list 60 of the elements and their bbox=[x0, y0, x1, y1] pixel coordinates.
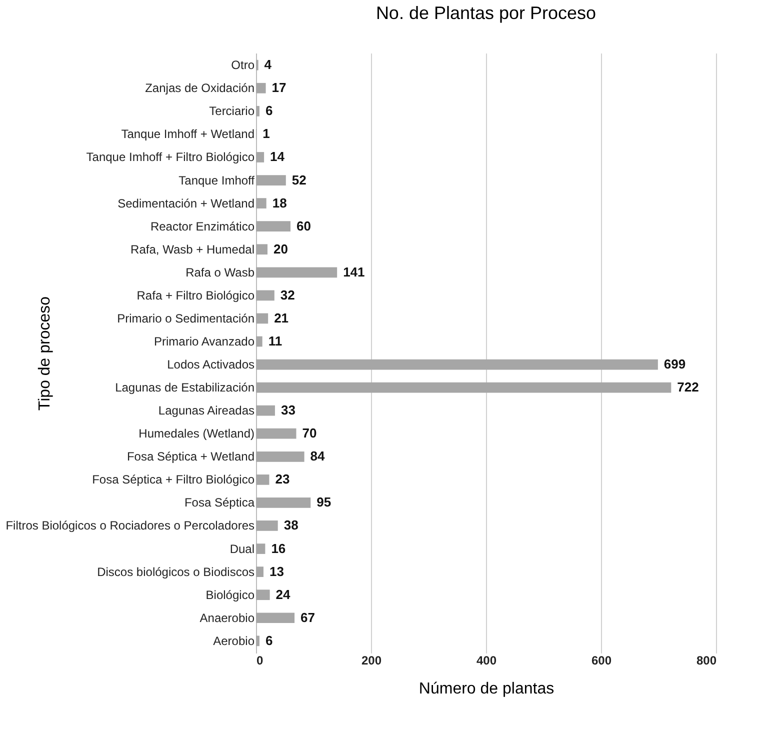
y-tick-label: Aerobio bbox=[213, 634, 255, 648]
x-tick-label: 600 bbox=[591, 654, 612, 668]
data-label: 6 bbox=[265, 103, 273, 118]
y-tick-label: Rafa + Filtro Biológico bbox=[136, 288, 255, 302]
chart-title: No. de Plantas por Proceso bbox=[376, 3, 596, 23]
y-tick-label: Discos biológicos o Biodiscos bbox=[97, 564, 254, 579]
y-tick-label: Anaerobio bbox=[200, 610, 255, 625]
data-label: 60 bbox=[296, 218, 311, 234]
y-tick-label: Tanque Imhoff bbox=[178, 173, 256, 188]
data-label: 699 bbox=[664, 356, 686, 372]
x-tick-label: 200 bbox=[361, 654, 382, 668]
x-tick-label: 0 bbox=[256, 654, 264, 668]
y-tick-label: Dual bbox=[230, 542, 254, 556]
y-tick-label: Biológico bbox=[206, 588, 255, 602]
data-label: 20 bbox=[274, 241, 288, 256]
data-label: 11 bbox=[268, 333, 282, 348]
data-label: 84 bbox=[310, 448, 326, 464]
y-tick-label: Otro bbox=[231, 58, 255, 72]
y-tick-label: Fosa Séptica + Filtro Biológico bbox=[92, 472, 255, 487]
y-tick-label: Filtros Biológicos o Rociadores o Percoladores bbox=[6, 518, 254, 533]
y-tick-label: Reactor Enzimático bbox=[150, 219, 255, 234]
y-tick-label: Rafa, Wasb + Humedal bbox=[130, 242, 254, 256]
data-label: 13 bbox=[269, 564, 284, 579]
x-tick-label: 800 bbox=[696, 654, 717, 668]
y-tick-label: Primario o Sedimentación bbox=[117, 311, 254, 326]
y-tick-label: Fosa Séptica + Wetland bbox=[126, 450, 254, 464]
y-tick-label: Terciario bbox=[209, 104, 255, 118]
data-label: 52 bbox=[292, 172, 306, 188]
data-label: 722 bbox=[677, 380, 699, 395]
data-label: 1 bbox=[262, 126, 270, 142]
y-tick-label: Humedales (Wetland) bbox=[138, 426, 255, 441]
y-tick-label: Lagunas Aireadas bbox=[158, 404, 254, 418]
y-axis-title: Tipo de proceso bbox=[36, 296, 54, 411]
data-label: 141 bbox=[343, 264, 365, 280]
data-label: 70 bbox=[302, 426, 317, 441]
data-label: 23 bbox=[275, 472, 290, 487]
y-tick-label: Zanjas de Oxidación bbox=[145, 81, 254, 96]
data-label: 67 bbox=[300, 610, 315, 625]
data-label: 18 bbox=[272, 195, 287, 210]
y-tick-label: Sedimentación + Wetland bbox=[118, 196, 254, 210]
x-tick-label: 400 bbox=[476, 654, 497, 668]
y-tick-label: Lagunas de Estabilización bbox=[115, 380, 254, 395]
data-label: 33 bbox=[280, 402, 296, 418]
y-tick-label: Rafa o Wasb bbox=[186, 265, 255, 280]
y-tick-label: Lodos Activados bbox=[167, 358, 254, 372]
y-tick-label: Tanque Imhoff + Wetland bbox=[121, 127, 254, 142]
y-tick-label: Fosa Séptica bbox=[184, 496, 255, 510]
data-label: 16 bbox=[271, 540, 286, 556]
data-label: 21 bbox=[274, 310, 289, 326]
data-label: 95 bbox=[316, 494, 332, 510]
data-label: 14 bbox=[270, 149, 286, 164]
data-label: 6 bbox=[265, 632, 273, 648]
y-tick-label: Primario Avanzado bbox=[154, 334, 255, 348]
y-tick-label: Tanque Imhoff + Filtro Biológico bbox=[86, 150, 255, 164]
data-label: 17 bbox=[272, 80, 286, 96]
x-axis-title: Número de plantas bbox=[418, 680, 554, 698]
data-label: 38 bbox=[284, 518, 298, 533]
data-label: 24 bbox=[276, 586, 292, 602]
data-label: 32 bbox=[280, 287, 295, 302]
data-label: 4 bbox=[264, 57, 272, 72]
